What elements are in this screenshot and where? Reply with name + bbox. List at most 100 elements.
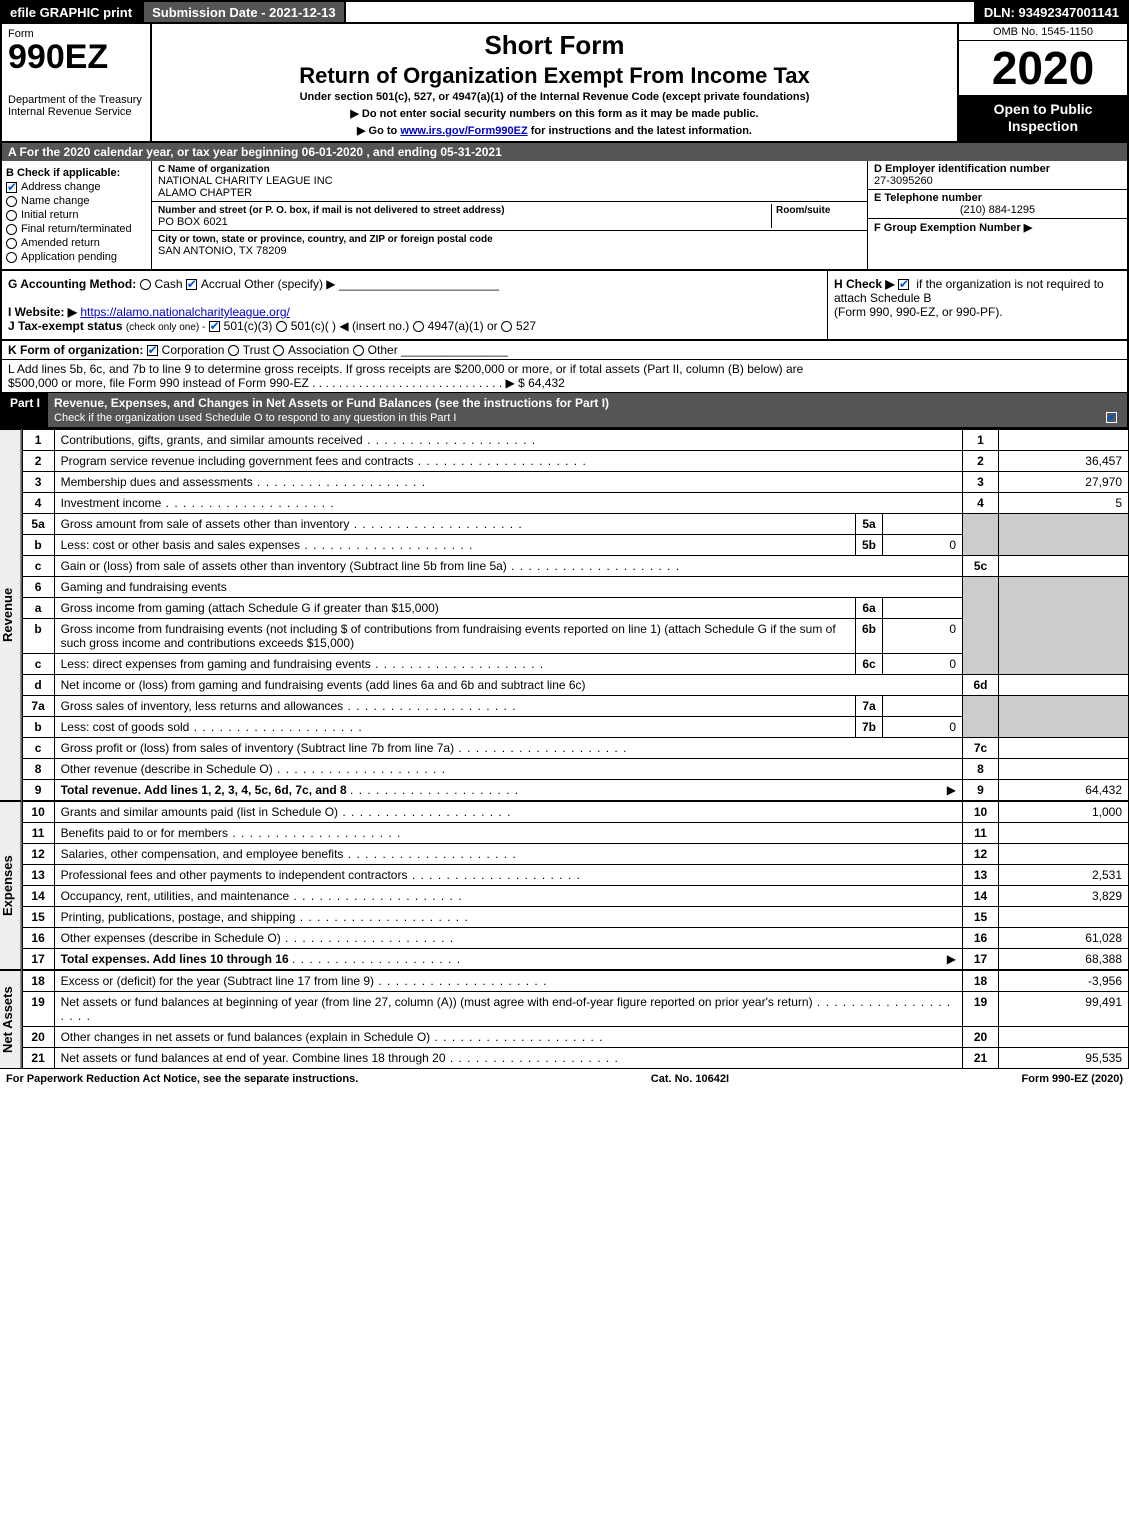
check-address[interactable] bbox=[6, 182, 17, 193]
g-cash: Cash bbox=[155, 277, 183, 291]
r7b-midval: 0 bbox=[883, 717, 963, 738]
table-row: 3Membership dues and assessments327,970 bbox=[22, 472, 1128, 493]
r16-val: 61,028 bbox=[999, 928, 1129, 949]
main-title: Return of Organization Exempt From Incom… bbox=[158, 63, 951, 89]
check-pending[interactable] bbox=[6, 252, 17, 263]
check-4947[interactable] bbox=[413, 321, 424, 332]
r6a-midval bbox=[883, 598, 963, 619]
form-number: 990EZ bbox=[8, 40, 144, 74]
check-501c3[interactable] bbox=[209, 321, 220, 332]
l-text2: $500,000 or more, file Form 990 instead … bbox=[8, 376, 525, 390]
check-final-label: Final return/terminated bbox=[21, 223, 132, 235]
r9-no: 9 bbox=[22, 780, 54, 801]
check-name-label: Name change bbox=[21, 195, 90, 207]
city-value: SAN ANTONIO, TX 78209 bbox=[158, 245, 287, 257]
check-final[interactable] bbox=[6, 224, 17, 235]
info-row: B Check if applicable: Address change Na… bbox=[0, 161, 1129, 271]
r19-desc: Net assets or fund balances at beginning… bbox=[61, 995, 952, 1023]
phone: (210) 884-1295 bbox=[874, 204, 1121, 216]
pub2-post: for instructions and the latest informat… bbox=[528, 125, 752, 137]
r17-r: 17 bbox=[963, 949, 999, 970]
check-501c[interactable] bbox=[276, 321, 287, 332]
street-value: PO BOX 6021 bbox=[158, 216, 228, 228]
r19-val: 99,491 bbox=[999, 992, 1129, 1027]
efile-print[interactable]: efile GRAPHIC print bbox=[0, 0, 142, 24]
r20-desc: Other changes in net assets or fund bala… bbox=[61, 1030, 604, 1044]
k-other: Other bbox=[368, 343, 398, 357]
r7c-val bbox=[999, 738, 1129, 759]
r6c-no: c bbox=[22, 654, 54, 675]
revenue-table: 1Contributions, gifts, grants, and simil… bbox=[22, 429, 1129, 801]
r1-val bbox=[999, 430, 1129, 451]
section-b-checks: B Check if applicable: Address change Na… bbox=[2, 161, 152, 269]
r19-r: 19 bbox=[963, 992, 999, 1027]
check-amended[interactable] bbox=[6, 238, 17, 249]
r2-desc: Program service revenue including govern… bbox=[61, 454, 587, 468]
check-other[interactable] bbox=[353, 345, 364, 356]
r14-desc: Occupancy, rent, utilities, and maintena… bbox=[61, 889, 463, 903]
r4-r: 4 bbox=[963, 493, 999, 514]
r12-r: 12 bbox=[963, 844, 999, 865]
check-h[interactable] bbox=[898, 279, 909, 290]
table-row: 1Contributions, gifts, grants, and simil… bbox=[22, 430, 1128, 451]
h-text2: (Form 990, 990-EZ, or 990-PF). bbox=[834, 305, 1003, 319]
r11-desc: Benefits paid to or for members bbox=[61, 826, 402, 840]
check-cash[interactable] bbox=[140, 279, 151, 290]
r8-r: 8 bbox=[963, 759, 999, 780]
check-527[interactable] bbox=[501, 321, 512, 332]
dln: DLN: 93492347001141 bbox=[974, 0, 1129, 24]
r17-no: 17 bbox=[22, 949, 54, 970]
r2-no: 2 bbox=[22, 451, 54, 472]
table-row: 14Occupancy, rent, utilities, and mainte… bbox=[22, 886, 1128, 907]
r6d-r: 6d bbox=[963, 675, 999, 696]
footer-right: Form 990-EZ (2020) bbox=[1022, 1073, 1123, 1085]
r6d-no: d bbox=[22, 675, 54, 696]
r8-desc: Other revenue (describe in Schedule O) bbox=[61, 762, 446, 776]
r5c-desc: Gain or (loss) from sale of assets other… bbox=[61, 559, 681, 573]
r17-arrow-icon: ▶ bbox=[947, 952, 956, 966]
check-name[interactable] bbox=[6, 196, 17, 207]
checks-intro: B Check if applicable: bbox=[6, 167, 147, 179]
r8-no: 8 bbox=[22, 759, 54, 780]
r20-no: 20 bbox=[22, 1027, 54, 1048]
check-initial[interactable] bbox=[6, 210, 17, 221]
g-other-blank[interactable]: ________________________ bbox=[339, 277, 499, 291]
irs-link[interactable]: www.irs.gov/Form990EZ bbox=[400, 125, 527, 137]
r7a-mid: 7a bbox=[855, 696, 882, 717]
i-label: I Website: ▶ bbox=[8, 305, 77, 319]
r6d-val bbox=[999, 675, 1129, 696]
r7b-mid: 7b bbox=[855, 717, 882, 738]
pub2-pre: ▶ Go to bbox=[357, 125, 400, 137]
r12-desc: Salaries, other compensation, and employ… bbox=[61, 847, 517, 861]
r2-r: 2 bbox=[963, 451, 999, 472]
r7c-no: c bbox=[22, 738, 54, 759]
omb-number: OMB No. 1545-1150 bbox=[959, 24, 1127, 41]
website-link[interactable]: https://alamo.nationalcharityleague.org/ bbox=[80, 305, 289, 319]
r3-no: 3 bbox=[22, 472, 54, 493]
table-row: 10Grants and similar amounts paid (list … bbox=[22, 802, 1128, 823]
r12-val bbox=[999, 844, 1129, 865]
r18-no: 18 bbox=[22, 971, 54, 992]
check-corp[interactable] bbox=[147, 345, 158, 356]
header-mid: Short Form Return of Organization Exempt… bbox=[152, 24, 957, 141]
r7a-desc: Gross sales of inventory, less returns a… bbox=[61, 699, 517, 713]
table-row: 7a Gross sales of inventory, less returns… bbox=[22, 696, 1128, 717]
org-name: NATIONAL CHARITY LEAGUE INC bbox=[158, 175, 333, 187]
table-row: 11Benefits paid to or for members11 bbox=[22, 823, 1128, 844]
r7a-no: 7a bbox=[22, 696, 54, 717]
line-g: G Accounting Method: Cash Accrual Other … bbox=[2, 271, 827, 339]
r6-desc: Gaming and fundraising events bbox=[54, 577, 962, 598]
revenue-side-label: Revenue bbox=[0, 429, 22, 801]
check-trust[interactable] bbox=[228, 345, 239, 356]
table-row: 19 Net assets or fund balances at beginni… bbox=[22, 992, 1128, 1027]
d-label: D Employer identification number bbox=[874, 163, 1050, 175]
h-label: H Check ▶ bbox=[834, 277, 895, 291]
r6c-mid: 6c bbox=[855, 654, 882, 675]
short-form-title: Short Form bbox=[158, 30, 951, 61]
check-assoc[interactable] bbox=[273, 345, 284, 356]
check-accrual[interactable] bbox=[186, 279, 197, 290]
table-row: 21Net assets or fund balances at end of … bbox=[22, 1048, 1128, 1069]
tax-year: 2020 bbox=[959, 41, 1127, 95]
g-other: Other (specify) ▶ bbox=[244, 277, 335, 291]
part-i-schedule-o-check[interactable] bbox=[1106, 412, 1117, 423]
